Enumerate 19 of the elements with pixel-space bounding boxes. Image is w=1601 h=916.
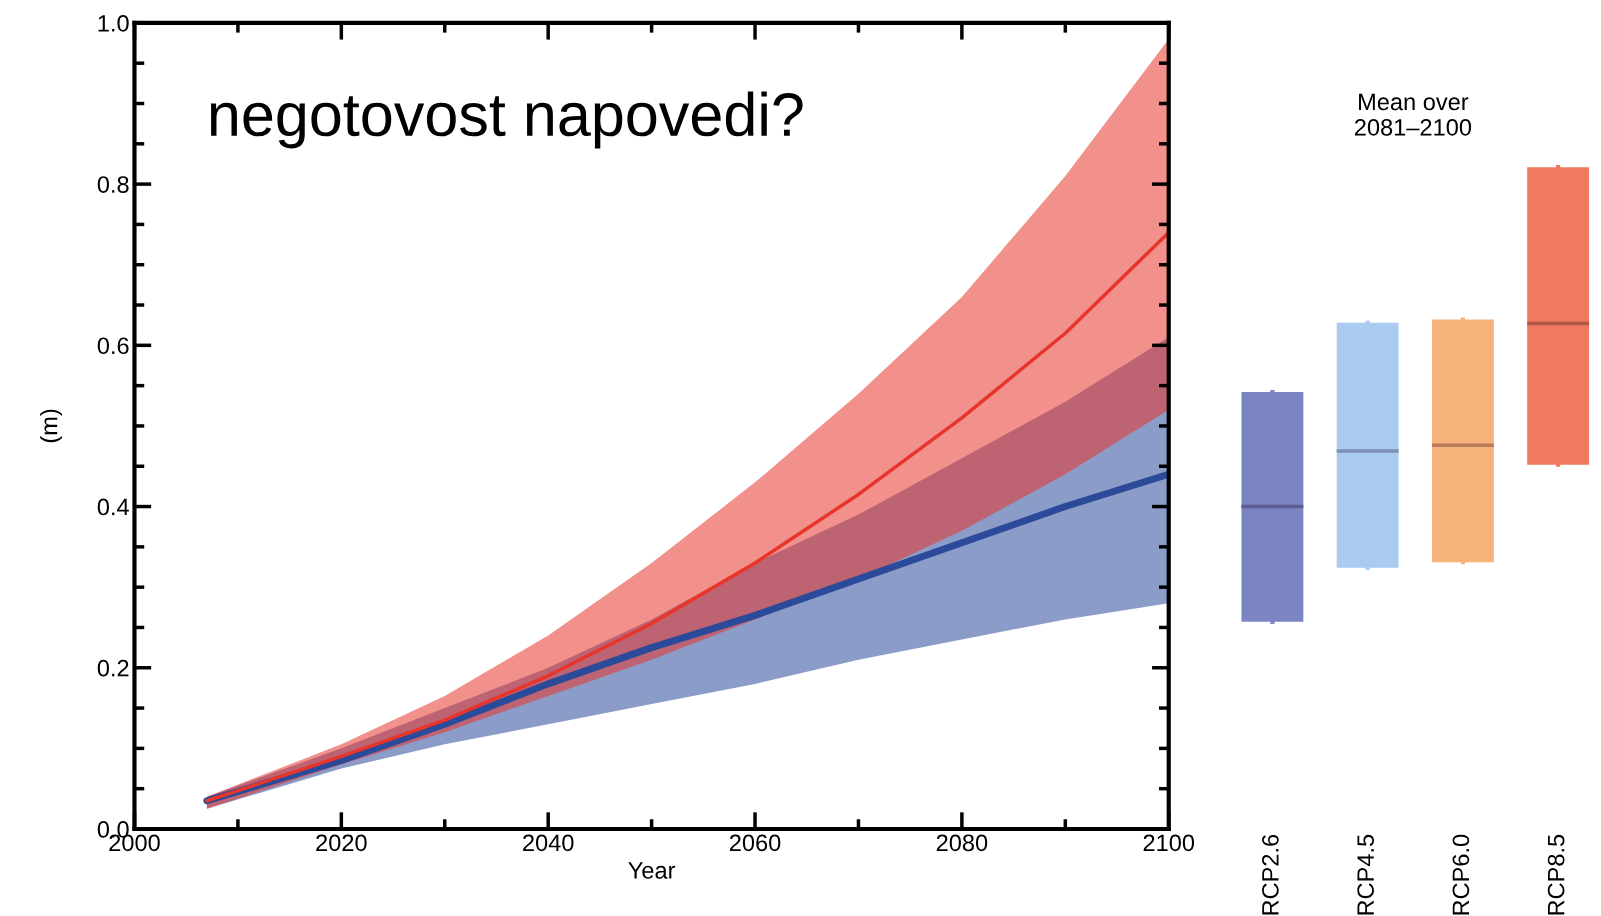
y-tick-label: 0.4 [97,498,129,516]
x-tick-label: RCP2.6 [1262,834,1279,915]
y-tick-label: 0.6 [97,337,129,355]
x-tick-label: 2020 [316,834,367,852]
y-tick-label: 0.2 [97,659,129,677]
x-tick-label: 2040 [523,834,574,852]
y-tick-label: 1.0 [98,14,129,32]
x-tick-label: RCP6.0 [1452,834,1470,915]
x-tick-label: 2060 [729,834,781,852]
x-tick-label: 2080 [936,834,988,852]
y-axis-title: (m) [40,409,63,443]
annotation: negotovost napovedi? [210,91,803,149]
y-tick-label: 0.8 [97,176,129,193]
x-tick-label: 2100 [1143,834,1195,852]
x-tick-label: RCP4.5 [1357,834,1374,915]
line-series [205,230,1169,803]
x-tick-label: RCP8.5 [1547,834,1565,915]
x-axis-title: Year [628,862,676,879]
text: Mean over 2081–2100 [1354,93,1472,136]
